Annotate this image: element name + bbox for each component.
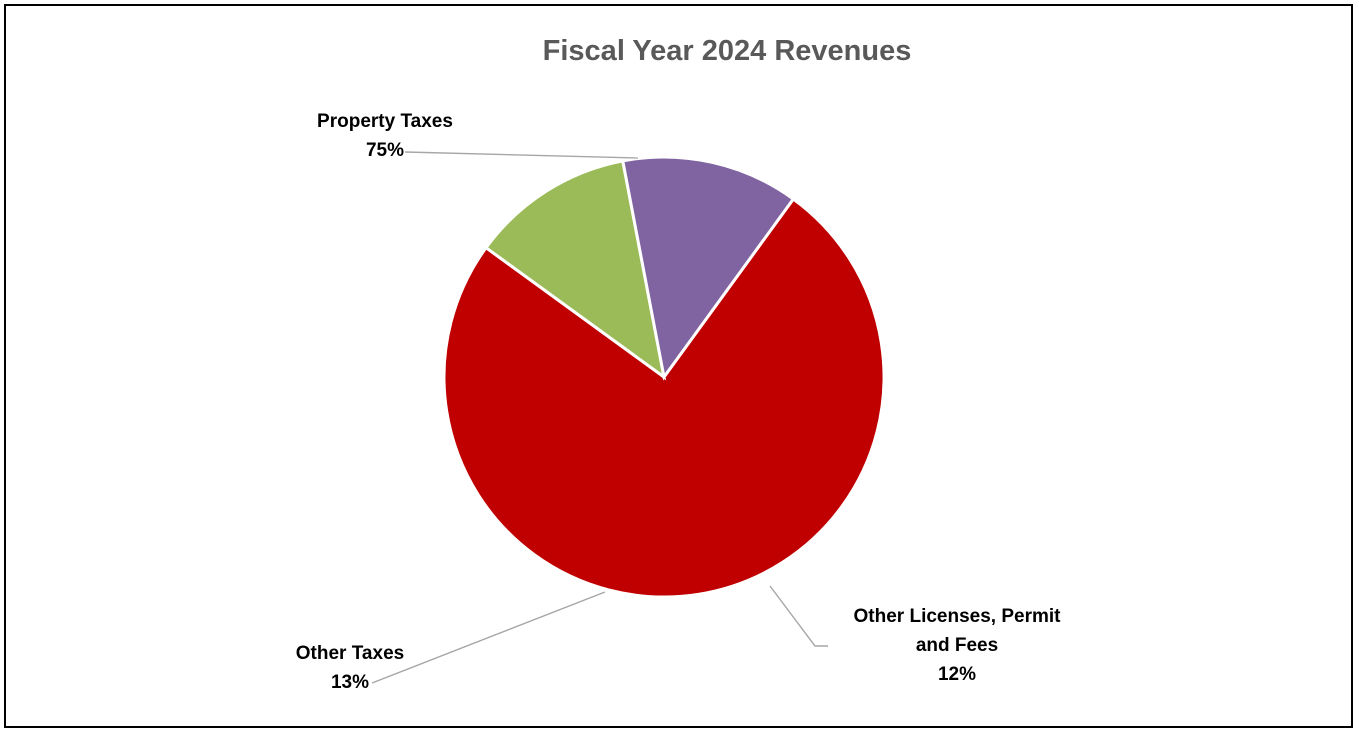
data-label-name-other-taxes: Other Taxes	[296, 643, 404, 664]
data-label-name-property-taxes: Property Taxes	[317, 111, 453, 132]
chart-title: Fiscal Year 2024 Revenues	[543, 35, 912, 67]
data-label-name-other-licenses-permit-and-fees: and Fees	[916, 635, 998, 656]
pie-slice-other-licenses-permit-and-fees	[483, 159, 667, 381]
data-labels: Property Taxes 75% Other Licenses, Permit a…	[296, 111, 1061, 693]
pie-slice-other-taxes	[621, 155, 796, 381]
leader-line-other-licenses-permit-and-fees	[769, 585, 828, 647]
data-label-name-other-licenses-permit-and-fees: Other Licenses, Permit	[854, 606, 1062, 627]
data-label-value-other-taxes: 13%	[331, 672, 369, 693]
data-label-value-other-licenses-permit-and-fees: 12%	[938, 664, 976, 685]
leader-line-property-taxes	[404, 151, 639, 159]
pie-slices	[442, 155, 886, 599]
data-label-value-property-taxes: 75%	[366, 140, 404, 161]
leader-line-other-taxes	[371, 591, 606, 684]
